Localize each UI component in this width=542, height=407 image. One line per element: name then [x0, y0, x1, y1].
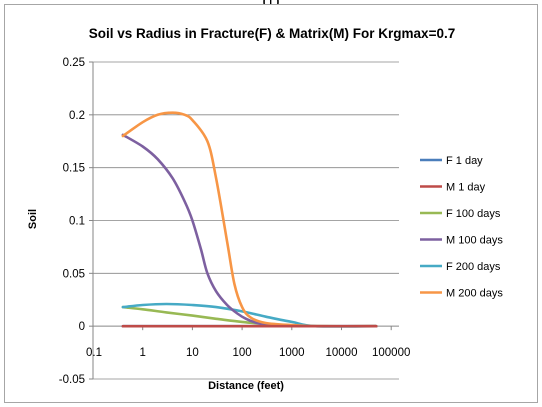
chart-title: Soil vs Radius in Fracture(F) & Matrix(M… [89, 26, 455, 41]
x-axis-title: Distance (feet) [208, 380, 284, 392]
legend-item-f-1-day: F 1 day [420, 155, 483, 167]
legend-item-m-200-days: M 200 days [420, 288, 503, 300]
legend-label: M 1 day [446, 182, 486, 194]
series-lines [121, 111, 378, 328]
y-tick-label: 0 [79, 321, 85, 333]
y-tick-label: 0.05 [63, 268, 85, 280]
y-tick-label: -0.05 [59, 374, 85, 386]
soil-chart: Soil vs Radius in Fracture(F) & Matrix(M… [27, 26, 503, 392]
x-tick-label: 10000 [326, 347, 358, 359]
chart-frame: Soil vs Radius in Fracture(F) & Matrix(M… [4, 4, 538, 403]
y-tick-label: 0.25 [63, 57, 85, 69]
y-tick-label: 0.1 [69, 216, 85, 228]
legend-label: F 200 days [446, 261, 501, 273]
x-tick-label: 10 [186, 347, 199, 359]
legend-label: F 100 days [446, 208, 501, 220]
x-tick-label: 1 [139, 347, 145, 359]
y-tick-label: 0.15 [63, 163, 85, 175]
legend-label: F 1 day [446, 155, 483, 167]
legend-label: M 200 days [446, 288, 503, 300]
legend-item-f-200-days: F 200 days [420, 261, 501, 273]
legend-item-m-1-day: M 1 day [420, 182, 486, 194]
y-tick-label: 0.2 [69, 110, 85, 122]
legend-item-f-100-days: F 100 days [420, 208, 501, 220]
x-tick-label: 100 [233, 347, 252, 359]
x-tick-label: 1000 [279, 347, 305, 359]
x-tick-label: 0.1 [86, 347, 102, 359]
legend-label: M 100 days [446, 235, 503, 247]
legend: F 1 day M 1 day F 100 days M 100 days F 200 … [420, 155, 503, 300]
x-tick-label: 100000 [372, 347, 410, 359]
gridlines [93, 61, 399, 380]
y-axis-title: Soil [27, 209, 39, 229]
axes: -0.05 0 0.05 0.1 0.15 0.2 0.25 0.1 1 10 100 1000 100… [59, 57, 411, 386]
series-line-m-200-days [121, 111, 378, 328]
series-line-m-100-days [121, 133, 378, 328]
series-line-f-200-days [121, 302, 378, 328]
legend-item-m-100-days: M 100 days [420, 235, 503, 247]
